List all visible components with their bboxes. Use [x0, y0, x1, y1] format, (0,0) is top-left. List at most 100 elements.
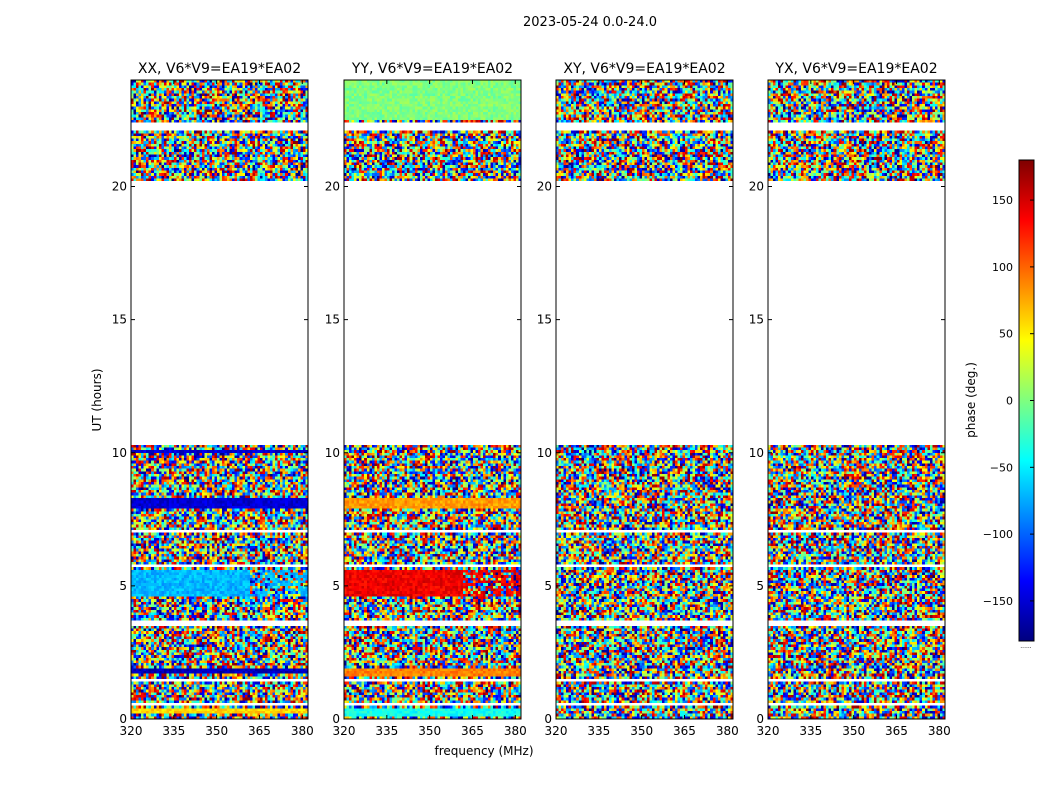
panel-title: XY, V6*V9=EA19*EA02 [563, 61, 725, 77]
y-tick-label: 20 [749, 180, 764, 194]
panel-3: YX, V6*V9=EA19*EA02 320 335 350 365 380 0 5 10 15… [749, 61, 951, 738]
x-tick-label: 350 [205, 724, 228, 738]
y-tick-label: 5 [119, 579, 127, 593]
figure-ylabel: UT (hours) [90, 368, 104, 431]
y-tick-label: 15 [325, 313, 340, 327]
colorbar-tick: −50 [990, 461, 1034, 474]
y-tick: 0 [544, 712, 733, 726]
y-tick-label: 20 [112, 180, 127, 194]
x-tick-label: 320 [120, 724, 143, 738]
panel-frame [767, 79, 946, 720]
y-tick: 20 [749, 180, 945, 194]
panel-title: YY, V6*V9=EA19*EA02 [351, 61, 513, 77]
x-tick: 365 [885, 80, 908, 738]
colorbar-tick: −100 [983, 528, 1034, 541]
panel-frame [130, 79, 309, 720]
y-tick: 15 [325, 313, 521, 327]
y-tick: 0 [332, 712, 521, 726]
y-tick-label: 5 [756, 579, 764, 593]
panel-2: XY, V6*V9=EA19*EA02 320 335 350 365 380 0 5 10 15… [537, 61, 739, 738]
x-tick: 365 [673, 80, 696, 738]
x-tick-label: 335 [375, 724, 398, 738]
y-tick: 5 [119, 579, 308, 593]
y-tick: 10 [749, 446, 945, 460]
y-tick-label: 10 [112, 446, 127, 460]
x-tick-label: 350 [418, 724, 441, 738]
y-tick: 10 [537, 446, 733, 460]
y-tick: 5 [544, 579, 733, 593]
x-tick: 350 [205, 80, 228, 738]
x-tick: 350 [630, 80, 653, 738]
x-tick: 365 [461, 80, 484, 738]
x-tick: 380 [716, 80, 739, 738]
panel-0: XX, V6*V9=EA19*EA02 320 335 350 365 380 0 5 10 15… [112, 61, 314, 738]
y-tick: 20 [112, 180, 308, 194]
y-tick-label: 10 [537, 446, 552, 460]
y-tick-label: 20 [325, 180, 340, 194]
x-tick: 320 [120, 80, 143, 738]
panel-title: YX, V6*V9=EA19*EA02 [774, 61, 937, 77]
x-tick-label: 380 [928, 724, 951, 738]
y-tick: 5 [756, 579, 945, 593]
colorbar-tick-label: 100 [992, 261, 1013, 274]
heatmap-cells [768, 80, 945, 719]
x-tick: 350 [418, 80, 441, 738]
colorbar: 150 100 50 0 −50 −100 −150 phase (deg.) ...... [964, 159, 1035, 650]
colorbar-tick: −150 [983, 595, 1034, 608]
x-tick: 380 [291, 80, 314, 738]
heatmap-cells [556, 80, 733, 719]
y-tick: 10 [325, 446, 521, 460]
panel-frame [555, 79, 734, 720]
x-tick-label: 380 [716, 724, 739, 738]
x-tick-label: 320 [757, 724, 780, 738]
y-tick: 5 [332, 579, 521, 593]
y-tick: 15 [537, 313, 733, 327]
figure-suptitle: 2023-05-24 0.0-24.0 [523, 15, 657, 30]
y-tick: 0 [756, 712, 945, 726]
colorbar-tick-label: −50 [990, 461, 1013, 474]
panels: XX, V6*V9=EA19*EA02 320 335 350 365 380 0 5 10 15… [112, 61, 951, 738]
colorbar-tick-label: 0 [1006, 395, 1013, 408]
y-tick-label: 5 [544, 579, 552, 593]
x-tick: 350 [842, 80, 865, 738]
y-tick: 20 [537, 180, 733, 194]
y-tick: 15 [749, 313, 945, 327]
colorbar-tick-label: 50 [999, 328, 1013, 341]
y-tick-label: 0 [332, 712, 340, 726]
colorbar-ticks: 150 100 50 0 −50 −100 −150 [983, 194, 1034, 608]
colorbar-tick-label: −100 [983, 528, 1013, 541]
y-tick-label: 0 [119, 712, 127, 726]
y-tick-label: 0 [756, 712, 764, 726]
y-tick: 15 [112, 313, 308, 327]
x-tick-label: 320 [545, 724, 568, 738]
x-tick: 365 [248, 80, 271, 738]
y-tick-label: 20 [537, 180, 552, 194]
panel-title: XX, V6*V9=EA19*EA02 [138, 61, 301, 77]
x-tick: 335 [162, 80, 185, 738]
colorbar-label: phase (deg.) [964, 362, 978, 438]
x-tick-label: 380 [291, 724, 314, 738]
y-tick-label: 5 [332, 579, 340, 593]
x-tick: 320 [545, 80, 568, 738]
colorbar-tick-label: 150 [992, 194, 1013, 207]
y-tick-label: 15 [749, 313, 764, 327]
x-tick-label: 365 [885, 724, 908, 738]
x-tick: 380 [928, 80, 951, 738]
x-tick-label: 320 [333, 724, 356, 738]
x-tick: 335 [799, 80, 822, 738]
y-tick-label: 15 [112, 313, 127, 327]
x-tick: 335 [375, 80, 398, 738]
x-tick-label: 335 [799, 724, 822, 738]
heatmap-cells [131, 80, 308, 719]
panel-frame [343, 79, 522, 720]
colorbar-tick-label: −150 [983, 595, 1013, 608]
x-tick: 320 [333, 80, 356, 738]
colorbar-footer: ...... [1020, 643, 1032, 650]
colorbar-tick: 50 [999, 328, 1034, 341]
y-tick-label: 15 [537, 313, 552, 327]
figure-xlabel: frequency (MHz) [434, 744, 533, 758]
colorbar-tick: 0 [1006, 395, 1034, 408]
x-tick: 320 [757, 80, 780, 738]
x-tick-label: 350 [842, 724, 865, 738]
